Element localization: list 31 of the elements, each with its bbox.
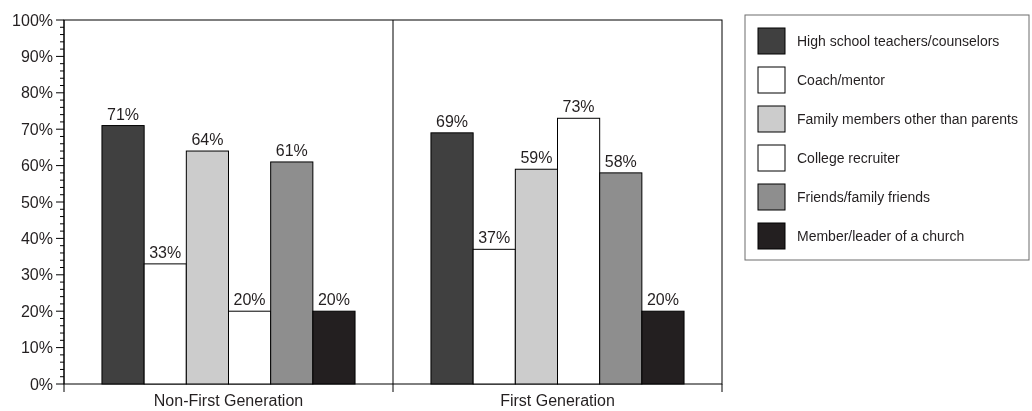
legend-label: Member/leader of a church xyxy=(797,227,965,244)
legend-label: High school teachers/counselors xyxy=(797,32,1000,49)
data-label: 69% xyxy=(436,112,469,130)
data-label: 33% xyxy=(149,243,182,261)
data-label: 37% xyxy=(478,229,511,247)
data-label: 58% xyxy=(604,152,637,170)
y-tick-label: 80% xyxy=(20,84,53,102)
legend-label: College recruiter xyxy=(797,149,901,166)
y-tick-label: 30% xyxy=(20,266,53,284)
x-tick-label: Non-First Generation xyxy=(153,392,304,409)
data-label: 20% xyxy=(233,291,266,309)
legend-label: Coach/mentor xyxy=(797,71,886,88)
data-label: 71% xyxy=(107,105,140,123)
y-tick-label: 50% xyxy=(20,193,53,211)
data-label: 61% xyxy=(275,141,308,159)
y-tick-label: 70% xyxy=(20,120,53,138)
y-tick-label: 90% xyxy=(20,48,53,65)
data-label: 59% xyxy=(520,149,553,167)
data-label: 20% xyxy=(317,291,350,309)
x-tick-label: First Generation xyxy=(500,392,615,409)
y-tick-label: 0% xyxy=(29,375,53,393)
y-tick-label: 20% xyxy=(20,302,53,320)
data-label: 64% xyxy=(191,131,224,149)
data-label: 73% xyxy=(562,98,595,116)
y-tick-label: 40% xyxy=(20,230,53,247)
legend-label: Friends/family friends xyxy=(797,188,931,205)
legend-label: Family members other than parents xyxy=(797,110,1018,127)
data-label: 20% xyxy=(646,291,679,309)
y-tick-label: 10% xyxy=(20,339,53,357)
y-tick-label: 60% xyxy=(20,157,53,175)
y-tick-label: 100% xyxy=(12,11,53,29)
